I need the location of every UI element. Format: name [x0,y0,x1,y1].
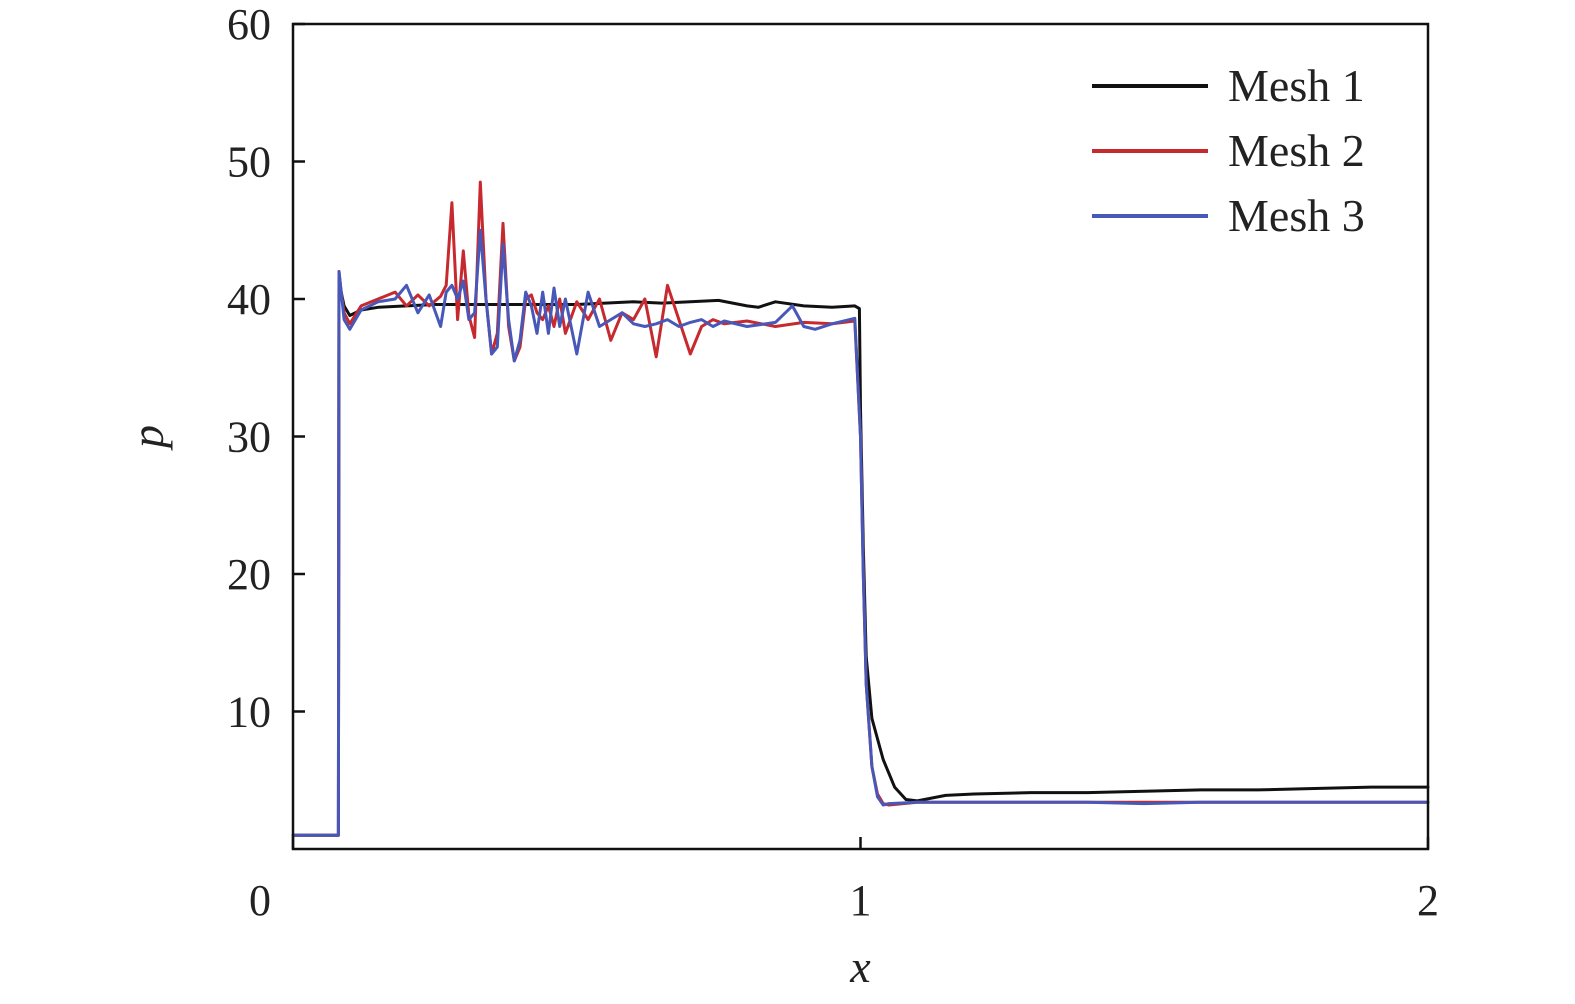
legend-label-3: Mesh 3 [1228,190,1365,241]
series-line-1 [291,276,1430,837]
y-tick-label: 60 [227,0,271,49]
y-tick-label: 10 [227,688,271,737]
legend: Mesh 1 Mesh 2 Mesh 3 [1092,60,1365,241]
x-tick-label: 1 [850,876,872,925]
y-tick-label: 50 [227,138,271,187]
y-tick-label: 30 [227,413,271,462]
y-axis-label: p [122,425,173,451]
y-tick-label: 40 [227,275,271,324]
y-tick-label: 20 [227,550,271,599]
series-line-3 [291,228,1430,837]
x-tick-label: 0 [249,876,271,925]
legend-label-1: Mesh 1 [1228,60,1365,111]
series-layer [291,180,1430,837]
x-tick-label: 2 [1417,876,1439,925]
legend-label-2: Mesh 2 [1228,125,1365,176]
x-axis-label: x [849,941,871,992]
tick-layer: 10 20 30 40 50 60 0 1 2 [227,0,1439,925]
